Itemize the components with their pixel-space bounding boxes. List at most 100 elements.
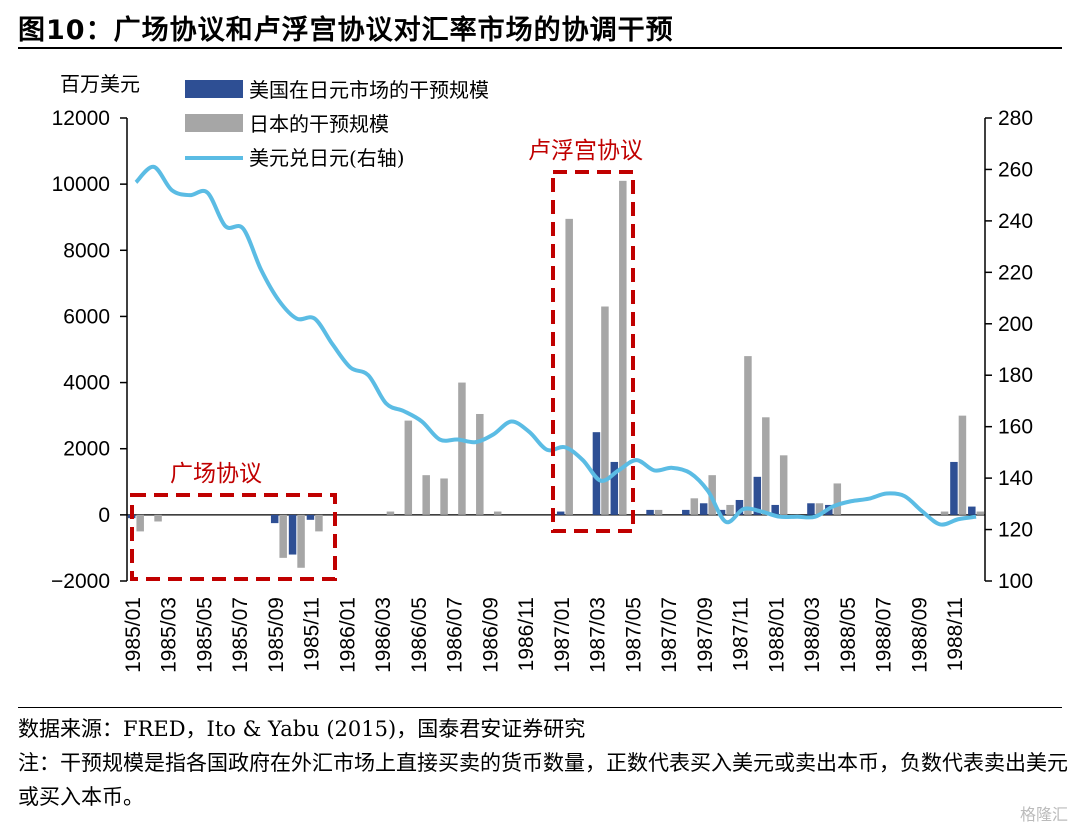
annotation-label: 广场协议 [170,461,262,487]
japan-bar [404,420,413,515]
left-tick-label: 12000 [52,107,110,130]
x-tick-label: 1986/11 [515,597,538,671]
x-tick-label: 1985/01 [122,597,145,673]
japan-bar [297,514,305,568]
note-text: 注：干预规模是指各国政府在外汇市场上直接买卖的货币数量，正数代表买入美元或卖出本… [18,751,1068,809]
us-bar [592,432,601,515]
japan-bar [726,504,734,515]
us-bar [699,503,708,515]
axes: −2000 0 2000 4000 6000 8000 10000 12000 100 120 14… [51,72,1033,673]
annotation-label: 卢浮宫协议 [528,138,643,164]
japan-bar [940,511,949,515]
right-tick-label: 200 [998,313,1033,336]
legend-label: 日本的干预规模 [249,112,389,136]
japan-bar [690,498,699,515]
right-tick-label: 180 [998,364,1033,387]
fx-line [134,164,977,527]
us-bar [682,509,690,515]
japan-bar [440,478,448,515]
right-tick-label: 220 [998,261,1033,284]
japan-bar [744,356,752,515]
left-tick-label: 6000 [63,305,110,328]
x-tick-label: 1988/05 [837,597,860,673]
us-bar [771,504,779,515]
japan-bar [136,514,144,532]
japan-bar [815,503,824,515]
figure-title: 图10：广场协议和卢浮宫协议对汇率市场的协调干预 [18,15,674,46]
right-tick-label: 100 [998,570,1033,593]
us-bar [270,514,279,524]
legend-swatch [185,80,243,98]
japan-bar [762,417,770,515]
watermark: 格隆汇 [1019,805,1068,824]
japan-bar [958,415,967,515]
japan-bar [601,306,609,515]
annotations: 广场协议 卢浮宫协议 [130,138,643,581]
us-bar [968,506,976,515]
left-tick-label: 0 [98,504,110,527]
x-tick-label: 1985/09 [265,597,288,673]
japan-bar [422,475,430,515]
us-bar [753,476,762,515]
legend-swatch [185,114,243,132]
x-tick-label: 1986/01 [336,597,359,673]
x-tick-label: 1985/03 [158,597,181,673]
us-bar [735,499,744,515]
japan-bar [315,514,323,532]
left-tick-label: 4000 [63,372,110,395]
source-text: 数据来源：FRED，Ito & Yabu (2015)，国泰君安证券研究 [18,717,586,741]
usdjpy-line [134,164,977,527]
x-tick-label: 1988/09 [908,597,931,673]
japan-bar [779,455,788,515]
left-tick-label: −2000 [51,570,110,593]
left-tick-label: 10000 [52,173,110,196]
annotation-box [130,493,337,581]
x-tick-label: 1987/03 [587,597,610,673]
x-tick-label: 1987/09 [694,597,717,673]
us-bar [717,509,726,515]
x-tick-label: 1986/07 [444,597,467,673]
x-tick-label: 1987/11 [730,597,753,671]
japan-bar [386,511,395,515]
x-tick-label: 1986/03 [372,597,395,673]
x-tick-label: 1988/01 [765,597,788,673]
x-tick-label: 1985/07 [229,597,252,673]
japan-bar [476,413,484,515]
legend-label: 美国在日元市场的干预规模 [249,78,489,102]
left-tick-label: 2000 [63,438,110,461]
x-tick-label: 1985/05 [193,597,216,673]
x-tick-label: 1986/05 [408,597,431,673]
x-tick-label: 1988/11 [944,597,967,671]
x-tick-label: 1988/03 [801,597,824,673]
x-tick-label: 1988/07 [873,597,896,673]
title-rule [18,47,1062,49]
bottom-rule [18,707,1062,708]
right-tick-label: 140 [998,467,1033,490]
japan-bar [458,382,466,515]
legend-label: 美元兑日元(右轴) [249,146,405,170]
bars [127,180,985,568]
us-bar [306,514,315,520]
x-tick-label: 1985/11 [301,597,324,671]
japan-bar [833,483,842,515]
x-tick-label: 1986/09 [479,597,502,673]
us-bar [807,503,815,515]
us-bar [288,514,297,555]
japan-bar [565,218,573,515]
right-tick-label: 280 [998,107,1033,130]
right-tick-label: 260 [998,158,1033,181]
us-bar [950,461,958,515]
japan-bar [654,509,663,515]
right-tick-label: 240 [998,210,1033,233]
x-tick-label: 1987/07 [658,597,681,673]
y-axis-unit: 百万美元 [60,72,140,96]
japan-bar [619,180,627,515]
right-tick-label: 160 [998,416,1033,439]
us-bar [610,461,619,515]
us-bar [556,511,565,515]
japan-bar [154,514,162,522]
us-bar [646,509,654,515]
x-tick-label: 1987/05 [622,597,645,673]
japan-bar [976,511,985,515]
